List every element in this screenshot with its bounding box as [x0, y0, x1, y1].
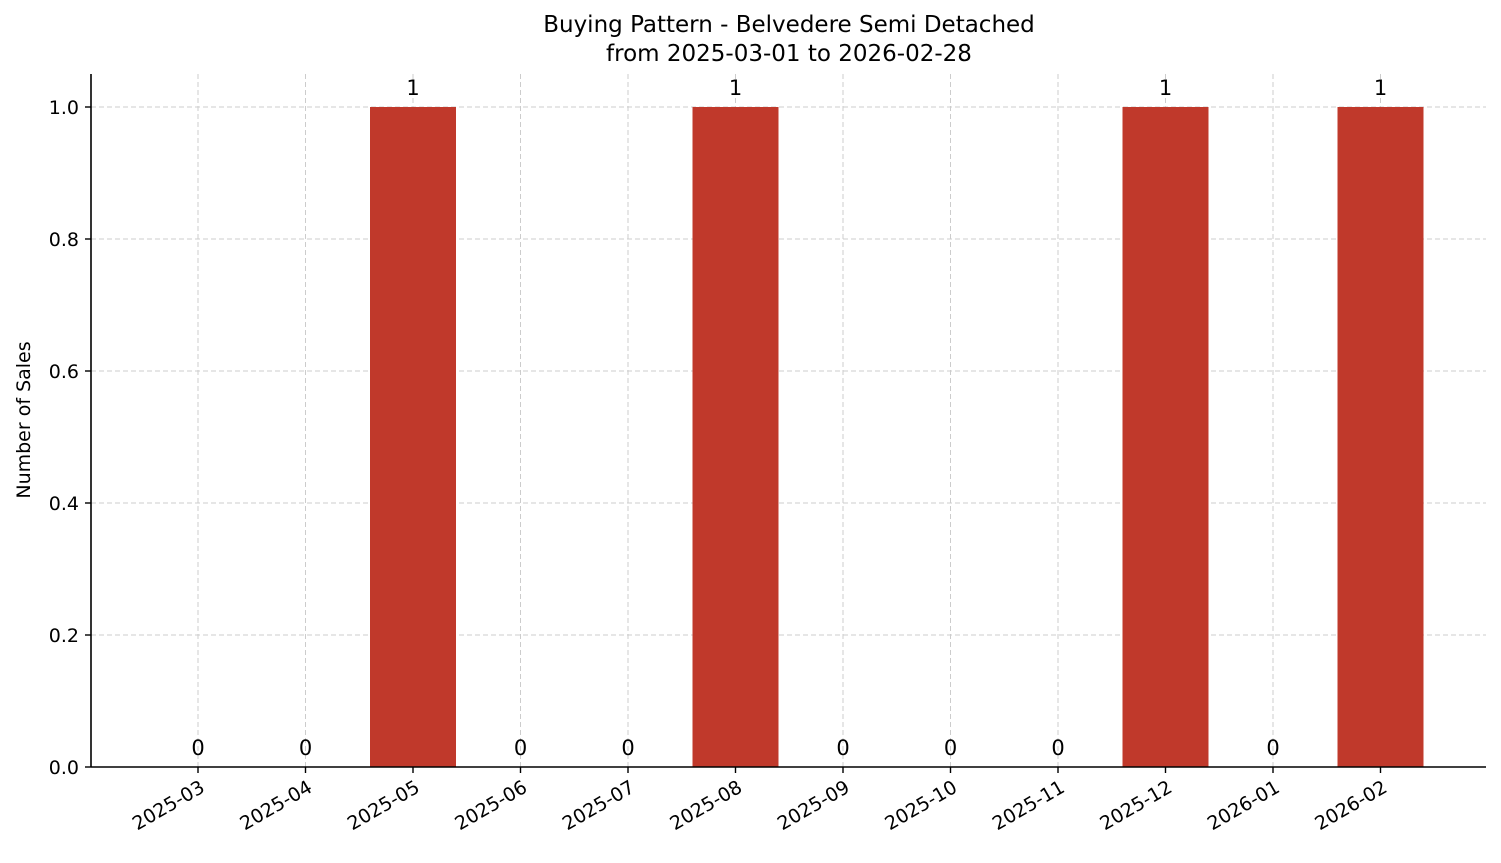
x-tick-label: 2026-01: [1204, 776, 1284, 835]
bar-value-label: 0: [1051, 736, 1064, 760]
x-tick-label: 2025-07: [559, 776, 639, 835]
x-tick-label: 2026-02: [1311, 776, 1391, 835]
x-tick-label: 2025-10: [881, 776, 961, 835]
chart-title: Buying Pattern - Belvedere Semi Detached: [543, 12, 1035, 38]
bar: [1337, 107, 1424, 767]
y-tick-label: 0.8: [49, 229, 79, 251]
x-tick-label: 2025-09: [774, 776, 854, 835]
bars: [370, 107, 1424, 767]
bar-value-label: 0: [621, 736, 634, 760]
bar-value-label: 0: [191, 736, 204, 760]
bar-value-label: 1: [406, 76, 419, 100]
axes: [90, 74, 1486, 768]
bar-value-label: 0: [1266, 736, 1279, 760]
bar-value-label: 0: [514, 736, 527, 760]
chart-subtitle: from 2025-03-01 to 2026-02-28: [606, 41, 972, 67]
bar-value-label: 1: [729, 76, 742, 100]
x-tick-label: 2025-04: [236, 776, 316, 835]
x-tick-label: 2025-05: [344, 776, 424, 835]
x-tick-label: 2025-08: [666, 776, 746, 835]
data-labels: 0 0 1 0 0 1 0 0 0 1 0 1: [191, 76, 1387, 760]
y-tick-label: 0.6: [49, 361, 79, 383]
y-tick-label: 0.4: [49, 493, 79, 515]
bar-value-label: 0: [944, 736, 957, 760]
bar: [692, 107, 779, 767]
bar-value-label: 1: [1159, 76, 1172, 100]
y-tick-label: 0.0: [49, 757, 79, 779]
x-tick-label: 2025-06: [451, 776, 531, 835]
bar-value-label: 1: [1374, 76, 1387, 100]
y-tick-label: 0.2: [49, 625, 79, 647]
y-axis-label: Number of Sales: [13, 341, 35, 498]
bar-value-label: 0: [836, 736, 849, 760]
bar-value-label: 0: [299, 736, 312, 760]
x-tick-label: 2025-12: [1096, 776, 1176, 835]
grid-lines: [91, 74, 1486, 768]
x-tick-label: 2025-03: [129, 776, 209, 835]
bar: [370, 107, 456, 767]
bar: [1122, 107, 1209, 767]
y-tick-label: 1.0: [49, 97, 79, 119]
x-tick-label: 2025-11: [989, 776, 1069, 835]
